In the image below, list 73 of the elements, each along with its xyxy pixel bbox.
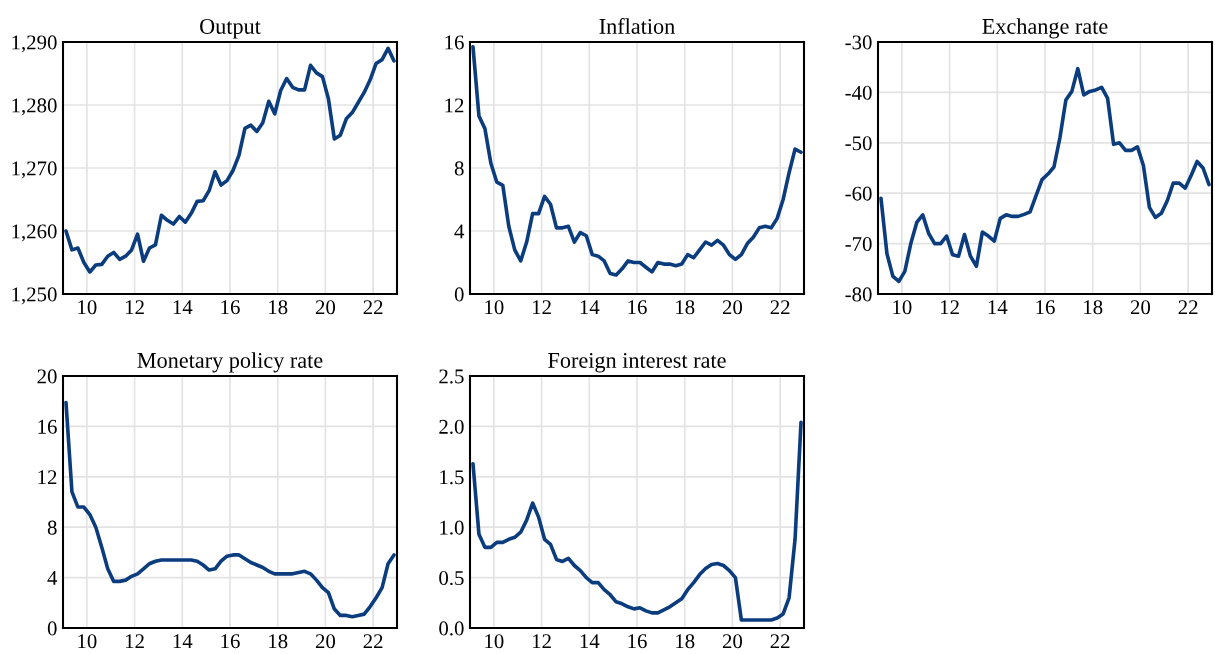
x-tick-label: 18 [1084, 300, 1103, 315]
x-tick-label: 10 [78, 634, 97, 649]
x-tick-label: 22 [1178, 300, 1198, 315]
x-tick-label: 18 [269, 300, 288, 315]
x-tick-label: 16 [628, 300, 647, 315]
x-tick-label: 20 [315, 300, 336, 315]
x-tick-label: 20 [1130, 300, 1151, 315]
y-tick-label: 12 [38, 470, 57, 485]
chart-title: Monetary policy rate [137, 352, 323, 373]
y-tick-label: 2.0 [439, 419, 464, 434]
y-tick-label: 16 [38, 419, 57, 434]
chart-title: Foreign interest rate [548, 352, 726, 373]
x-tick-label: 22 [770, 300, 790, 315]
y-tick-label: 16 [445, 35, 464, 50]
x-tick-label: 12 [125, 300, 144, 315]
y-tick-label: 0.0 [439, 621, 464, 636]
x-tick-label: 10 [78, 300, 97, 315]
x-tick-label: 18 [676, 634, 695, 649]
chart-title: Inflation [599, 18, 675, 34]
y-tick-label: -30 [845, 35, 872, 50]
y-tick-label: -60 [845, 186, 872, 201]
y-tick-label: 12 [445, 98, 464, 113]
y-tick-label: 4 [47, 571, 58, 585]
y-tick-label: 8 [454, 161, 464, 176]
x-tick-label: 14 [580, 634, 600, 649]
x-tick-label: 14 [173, 300, 193, 315]
y-tick-label: 8 [47, 520, 57, 535]
x-tick-label: 20 [722, 634, 743, 649]
x-tick-label: 10 [893, 300, 912, 315]
x-tick-label: 10 [485, 634, 504, 649]
y-tick-label: 0.5 [439, 570, 464, 586]
x-tick-label: 16 [1036, 300, 1055, 315]
x-tick-label: 22 [363, 300, 383, 315]
y-tick-label: -40 [845, 85, 872, 100]
line-series [64, 400, 396, 619]
line-series [879, 66, 1211, 284]
x-tick-label: 22 [363, 634, 383, 649]
y-tick-label: 0 [47, 621, 57, 636]
chart-title: Output [200, 18, 261, 39]
line-series [471, 44, 803, 277]
y-tick-label: -70 [845, 236, 872, 252]
x-tick-label: 14 [173, 634, 193, 649]
line-series [471, 420, 803, 622]
x-tick-label: 10 [485, 300, 504, 315]
x-tick-label: 14 [580, 300, 600, 315]
x-tick-label: 16 [628, 634, 647, 649]
x-tick-label: 22 [770, 634, 790, 649]
y-tick-label: -80 [845, 287, 872, 302]
x-tick-label: 18 [269, 634, 288, 649]
x-tick-label: 12 [532, 634, 551, 649]
y-tick-label: 1,260 [12, 224, 57, 242]
x-tick-label: 12 [125, 634, 144, 649]
y-tick-label: 1.0 [440, 520, 464, 535]
y-tick-label: 1,250 [12, 287, 57, 305]
line-series [64, 46, 396, 274]
x-tick-label: 12 [532, 300, 551, 315]
x-tick-label: 12 [940, 300, 959, 315]
chart-title: Exchange rate [982, 18, 1108, 39]
x-tick-label: 16 [221, 634, 240, 649]
y-tick-label: 1,290 [12, 35, 57, 53]
x-tick-label: 20 [722, 300, 743, 315]
x-tick-label: 20 [315, 634, 336, 649]
y-tick-label: 1,270 [12, 161, 57, 179]
y-tick-label: 1.5 [440, 470, 464, 485]
y-tick-label: -50 [845, 136, 872, 151]
y-tick-label: 0 [454, 287, 464, 302]
x-tick-label: 14 [988, 300, 1008, 315]
y-tick-label: 4 [454, 224, 465, 239]
y-tick-label: 20 [37, 369, 57, 384]
y-tick-label: 1,280 [12, 98, 57, 116]
y-tick-label: 2.5 [439, 369, 464, 384]
x-tick-label: 18 [676, 300, 695, 315]
x-tick-label: 16 [221, 300, 240, 315]
